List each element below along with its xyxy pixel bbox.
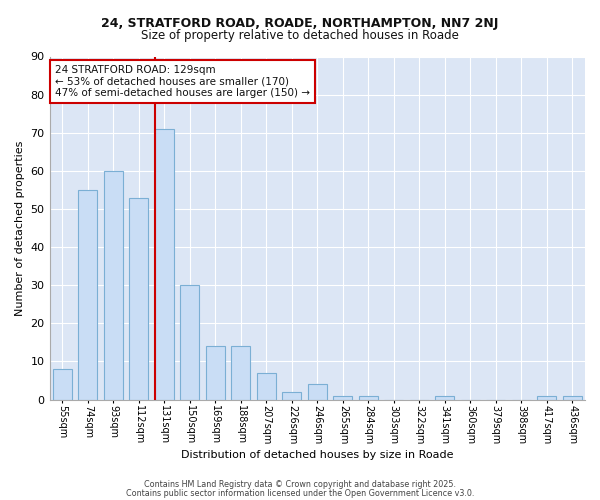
Text: Contains public sector information licensed under the Open Government Licence v3: Contains public sector information licen…	[126, 488, 474, 498]
Bar	[53, 369, 72, 400]
Bar	[563, 396, 582, 400]
Bar	[435, 396, 454, 400]
Text: Size of property relative to detached houses in Roade: Size of property relative to detached ho…	[141, 29, 459, 42]
Bar	[333, 396, 352, 400]
Text: 24 STRATFORD ROAD: 129sqm
← 53% of detached houses are smaller (170)
47% of semi: 24 STRATFORD ROAD: 129sqm ← 53% of detac…	[55, 65, 310, 98]
Bar	[537, 396, 556, 400]
Bar	[129, 198, 148, 400]
X-axis label: Distribution of detached houses by size in Roade: Distribution of detached houses by size …	[181, 450, 454, 460]
Bar	[155, 129, 174, 400]
Bar	[282, 392, 301, 400]
Y-axis label: Number of detached properties: Number of detached properties	[15, 140, 25, 316]
Bar	[308, 384, 327, 400]
Bar	[206, 346, 225, 400]
Bar	[257, 373, 276, 400]
Bar	[180, 285, 199, 400]
Text: Contains HM Land Registry data © Crown copyright and database right 2025.: Contains HM Land Registry data © Crown c…	[144, 480, 456, 489]
Bar	[359, 396, 378, 400]
Text: 24, STRATFORD ROAD, ROADE, NORTHAMPTON, NN7 2NJ: 24, STRATFORD ROAD, ROADE, NORTHAMPTON, …	[101, 18, 499, 30]
Bar	[104, 171, 123, 400]
Bar	[78, 190, 97, 400]
Bar	[231, 346, 250, 400]
